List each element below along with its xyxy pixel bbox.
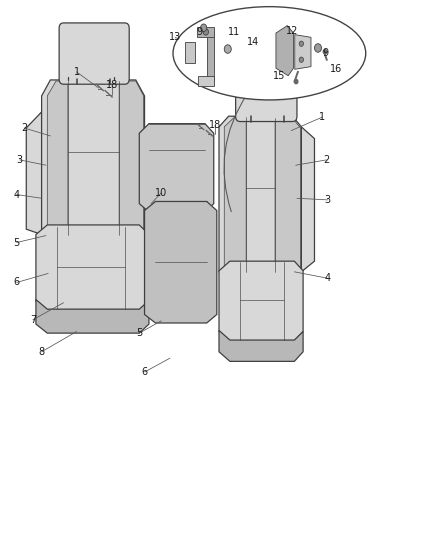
Polygon shape (47, 81, 68, 244)
Polygon shape (42, 80, 145, 244)
Polygon shape (219, 330, 303, 361)
Text: 6: 6 (141, 367, 148, 377)
Polygon shape (36, 300, 149, 333)
Text: 6: 6 (14, 278, 20, 287)
Text: 1: 1 (74, 67, 80, 77)
Circle shape (224, 45, 231, 53)
FancyBboxPatch shape (59, 23, 129, 84)
FancyBboxPatch shape (236, 67, 297, 122)
Text: 16: 16 (330, 64, 343, 74)
Polygon shape (198, 76, 214, 86)
Text: 11: 11 (228, 27, 240, 37)
Text: 5: 5 (14, 238, 20, 247)
Polygon shape (219, 116, 301, 281)
Text: 1: 1 (319, 112, 325, 122)
Ellipse shape (173, 7, 366, 100)
Polygon shape (295, 35, 311, 69)
Text: 4: 4 (14, 190, 20, 199)
Polygon shape (145, 201, 217, 323)
Text: 5: 5 (136, 328, 142, 338)
Text: 9: 9 (322, 49, 328, 58)
Circle shape (203, 29, 208, 35)
Polygon shape (197, 27, 214, 37)
Polygon shape (26, 112, 42, 235)
Polygon shape (301, 127, 314, 272)
Text: 14: 14 (247, 37, 259, 46)
Circle shape (323, 50, 327, 54)
Text: 7: 7 (30, 315, 36, 325)
Polygon shape (119, 81, 144, 244)
Polygon shape (275, 118, 300, 281)
Polygon shape (224, 117, 246, 281)
Polygon shape (276, 26, 293, 76)
Text: 13: 13 (169, 33, 181, 42)
Text: 2: 2 (21, 123, 27, 133)
Polygon shape (36, 225, 149, 310)
Circle shape (299, 41, 304, 46)
Text: 2: 2 (323, 155, 329, 165)
Text: 18: 18 (208, 120, 221, 130)
Text: 15: 15 (273, 71, 286, 80)
Text: 18: 18 (106, 80, 118, 90)
Text: 10: 10 (155, 188, 167, 198)
Circle shape (294, 79, 298, 84)
Circle shape (201, 24, 207, 31)
Text: 3: 3 (325, 195, 331, 205)
Circle shape (314, 44, 321, 52)
Text: 3: 3 (17, 155, 23, 165)
Polygon shape (139, 124, 214, 212)
Polygon shape (219, 261, 303, 341)
Text: 4: 4 (325, 273, 331, 283)
Text: 8: 8 (39, 347, 45, 357)
Circle shape (299, 57, 304, 62)
Polygon shape (185, 42, 195, 63)
Text: 12: 12 (286, 26, 299, 36)
FancyArrowPatch shape (224, 94, 247, 212)
Polygon shape (207, 31, 214, 81)
Text: 9: 9 (196, 27, 202, 37)
